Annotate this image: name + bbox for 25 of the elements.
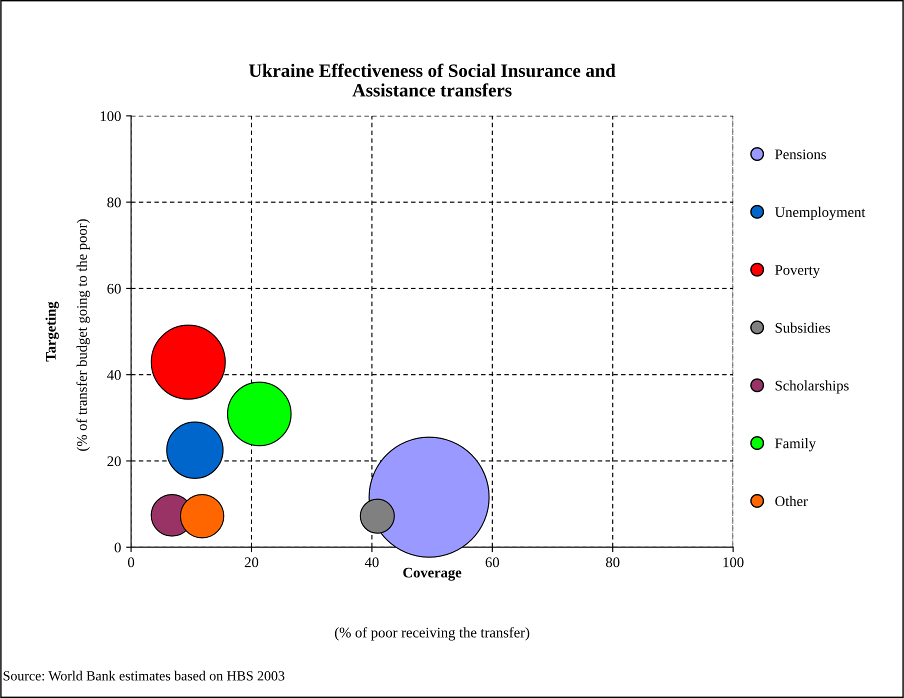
text: (% of poor receiving the transfer) (334, 627, 530, 640)
legend-label: Poverty (775, 265, 820, 278)
x-tick-label: 60 (486, 557, 500, 568)
y-tick-label: 80 (107, 198, 121, 208)
x-tick-label: 20 (244, 557, 258, 568)
x-axis-title: Coverage (403, 568, 462, 581)
legend-label: Family (775, 438, 816, 452)
y-tick-label: 60 (107, 284, 121, 294)
y-tick-label: 0 (114, 542, 121, 552)
legend-label: Subsidies (776, 322, 830, 333)
x-tick-label: 100 (723, 557, 744, 568)
y-tick-label: 40 (107, 370, 121, 380)
y-tick-label: 20 (107, 456, 121, 466)
x-tick-label: 80 (606, 557, 620, 568)
text: (% of transfer budget going to the poor) (76, 219, 90, 451)
legend-label: Other (775, 496, 808, 506)
x-tick-label: 40 (364, 557, 379, 568)
x-tick-label: 0 (128, 557, 134, 568)
legend-label: Scholarships (776, 380, 849, 394)
legend-label: Unemployment (774, 206, 866, 220)
y-axis-title: Targeting (45, 302, 59, 362)
source-note: Source: World Bank estimates based on HBS 2003 (4, 670, 284, 681)
y-tick-label: 100 (100, 111, 121, 122)
legend-label: Pensions (775, 149, 826, 160)
chart-title: Ukraine Effectiveness of Social Insurance and Assistance transfers (248, 64, 616, 97)
